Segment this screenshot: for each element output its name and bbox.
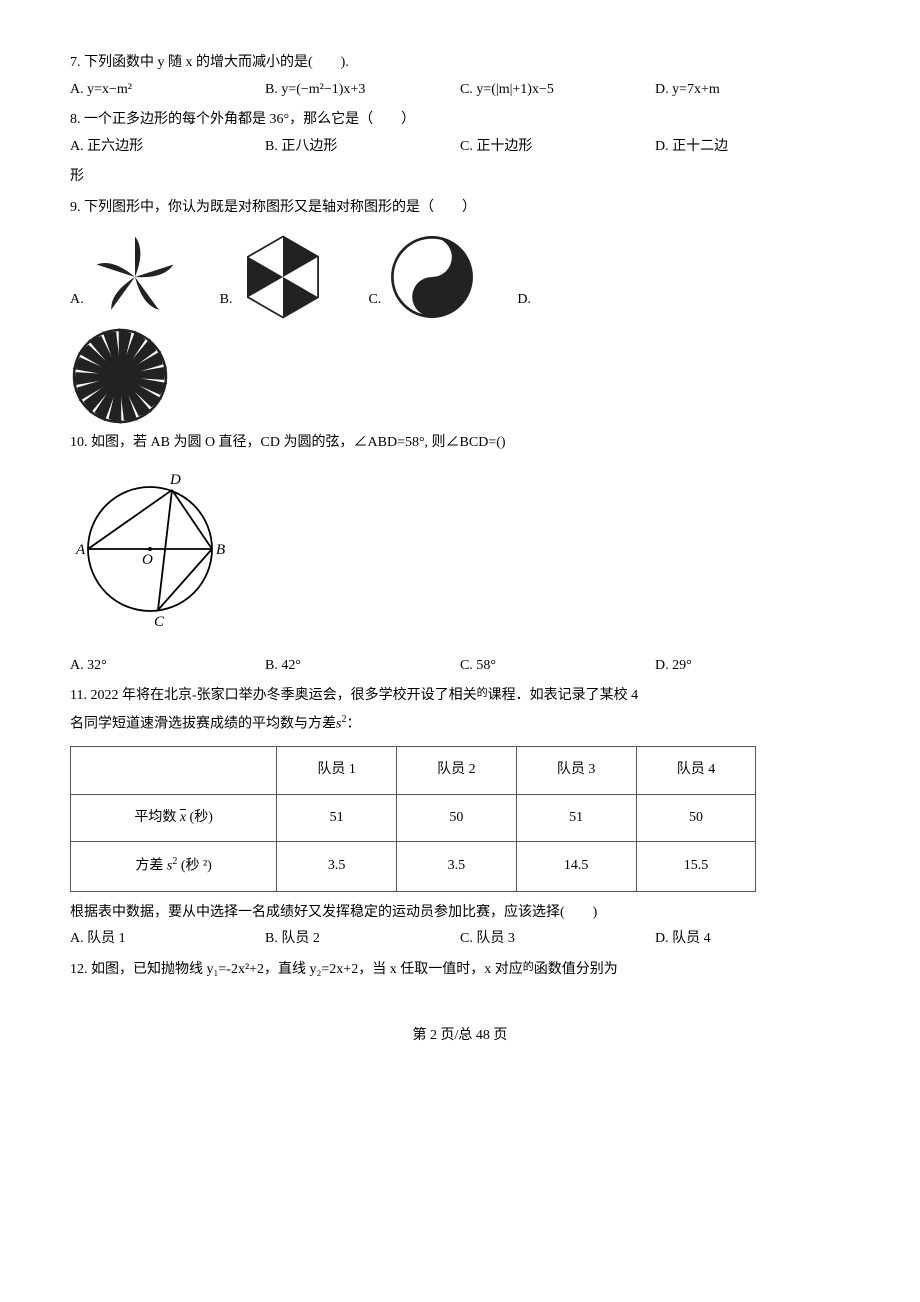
row2-label-post: (秒 ²)	[181, 859, 212, 874]
row1-label-over: x	[180, 810, 186, 825]
q11-opt-c: C. 队员 3	[460, 926, 655, 953]
th-4: 队员 4	[636, 747, 756, 795]
row1-label-post: (秒)	[190, 810, 213, 825]
q7-options: A. y=x−m² B. y=(−m²−1)x+3 C. y=(|m|+1)x−…	[70, 77, 850, 104]
q9-label-b: B.	[220, 287, 233, 314]
row1-label-pre: 平均数	[134, 810, 176, 825]
q7-opt-b: B. y=(−m²−1)x+3	[265, 77, 460, 104]
question-8: 8. 一个正多边形的每个外角都是 36°，那么它是（ ） A. 正六边形 B. …	[70, 107, 850, 191]
q12-de: 的	[523, 961, 534, 973]
q9-label-d: D.	[517, 287, 531, 314]
q11-text-pre: 11. 2022 年将在北京-张家口举办冬季奥运会，很多学校开设了相关	[70, 688, 477, 703]
q7-opt-d: D. y=7x+m	[655, 77, 850, 104]
q9-figure-d	[70, 326, 850, 426]
q10-opt-b: B. 42°	[265, 653, 460, 680]
question-10: 10. 如图，若 AB 为圆 O 直径，CD 为圆的弦，∠ABD=58°, 则∠…	[70, 430, 850, 680]
r1c4: 50	[636, 794, 756, 842]
table-header-row: 队员 1 队员 2 队员 3 队员 4	[71, 747, 756, 795]
th-2: 队员 2	[397, 747, 517, 795]
q10-options: A. 32° B. 42° C. 58° D. 29°	[70, 653, 850, 680]
q10-opt-a: A. 32°	[70, 653, 265, 680]
page-footer: 第 2 页/总 48 页	[70, 1023, 850, 1050]
q8-opt-b: B. 正八边形	[265, 134, 460, 161]
q11-opt-a: A. 队员 1	[70, 926, 265, 953]
q8-text: 8. 一个正多边形的每个外角都是 36°，那么它是（ ）	[70, 107, 850, 134]
q10-opt-c: C. 58°	[460, 653, 655, 680]
th-blank	[71, 747, 277, 795]
q9-opt-b-wrap: B.	[220, 232, 329, 322]
q11-table: 队员 1 队员 2 队员 3 队员 4 平均数 x (秒) 51 50 51 5…	[70, 746, 756, 891]
svg-text:C: C	[154, 614, 165, 630]
q7-opt-c: C. y=(|m|+1)x−5	[460, 77, 655, 104]
row1-label: 平均数 x (秒)	[71, 794, 277, 842]
q12-text-pre: 12. 如图，已知抛物线 y₁=-2x²+2，直线 y₂=2x+2，当 x 任取…	[70, 962, 523, 977]
q9-opt-c-wrap: C.	[368, 232, 477, 322]
q11-line2-colon: ：	[346, 717, 360, 732]
q11-opt-d: D. 队员 4	[655, 926, 850, 953]
question-7: 7. 下列函数中 y 随 x 的增大而减小的是( ). A. y=x−m² B.…	[70, 50, 850, 103]
q11-line1: 11. 2022 年将在北京-张家口举办冬季奥运会，很多学校开设了相关的课程．如…	[70, 683, 850, 710]
q7-text: 7. 下列函数中 y 随 x 的增大而减小的是( ).	[70, 50, 850, 77]
r2c4: 15.5	[636, 842, 756, 891]
th-3: 队员 3	[516, 747, 636, 795]
q9-figure-c	[387, 232, 477, 322]
q9-text: 9. 下列图形中，你认为既是对称图形又是轴对称图形的是（ ）	[70, 195, 850, 222]
th-1: 队员 1	[277, 747, 397, 795]
row2-label-pre: 方差	[135, 859, 163, 874]
r2c2: 3.5	[397, 842, 517, 891]
r2c3: 14.5	[516, 842, 636, 891]
q11-options: A. 队员 1 B. 队员 2 C. 队员 3 D. 队员 4	[70, 926, 850, 953]
svg-text:O: O	[142, 552, 153, 568]
q11-text-post: 课程．如表记录了某校 4	[488, 688, 639, 703]
q10-text: 10. 如图，若 AB 为圆 O 直径，CD 为圆的弦，∠ABD=58°, 则∠…	[70, 430, 850, 457]
q12-text-post: 函数值分别为	[534, 962, 618, 977]
q9-figure-b	[238, 232, 328, 322]
question-9: 9. 下列图形中，你认为既是对称图形又是轴对称图形的是（ ） A. B.	[70, 195, 850, 426]
q11-de1: 的	[477, 687, 488, 699]
r1c2: 50	[397, 794, 517, 842]
q11-line2: 名同学短道速滑选拔赛成绩的平均数与方差s2：	[70, 710, 850, 738]
r1c3: 51	[516, 794, 636, 842]
q11-opt-b: B. 队员 2	[265, 926, 460, 953]
r2c1: 3.5	[277, 842, 397, 891]
svg-text:D: D	[169, 472, 181, 488]
table-row-var: 方差 s2 (秒 ²) 3.5 3.5 14.5 15.5	[71, 842, 756, 891]
q9-figure-a	[90, 232, 180, 322]
q10-figure: A B C D O	[70, 464, 850, 645]
q9-label-a: A.	[70, 287, 84, 314]
svg-text:B: B	[216, 542, 225, 558]
q11-line3: 根据表中数据，要从中选择一名成绩好又发挥稳定的运动员参加比赛，应该选择( )	[70, 900, 850, 927]
r1c1: 51	[277, 794, 397, 842]
q8-tail: 形	[70, 164, 850, 191]
q8-opt-d: D. 正十二边	[655, 134, 850, 161]
q7-opt-a: A. y=x−m²	[70, 77, 265, 104]
question-12: 12. 如图，已知抛物线 y₁=-2x²+2，直线 y₂=2x+2，当 x 任取…	[70, 957, 850, 984]
question-11: 11. 2022 年将在北京-张家口举办冬季奥运会，很多学校开设了相关的课程．如…	[70, 683, 850, 952]
q9-label-c: C.	[368, 287, 381, 314]
q8-opt-a: A. 正六边形	[70, 134, 265, 161]
q8-opt-c: C. 正十边形	[460, 134, 655, 161]
q9-image-options: A. B.	[70, 232, 850, 322]
q9-opt-d-wrap: D.	[517, 287, 531, 322]
svg-text:A: A	[75, 542, 86, 558]
q9-opt-a-wrap: A.	[70, 232, 180, 322]
q11-line2-pre: 名同学短道速滑选拔赛成绩的平均数与方差	[70, 717, 336, 732]
q10-opt-d: D. 29°	[655, 653, 850, 680]
q8-options: A. 正六边形 B. 正八边形 C. 正十边形 D. 正十二边	[70, 134, 850, 161]
row2-label-sup: 2	[172, 856, 177, 867]
table-row-mean: 平均数 x (秒) 51 50 51 50	[71, 794, 756, 842]
row2-label: 方差 s2 (秒 ²)	[71, 842, 277, 891]
